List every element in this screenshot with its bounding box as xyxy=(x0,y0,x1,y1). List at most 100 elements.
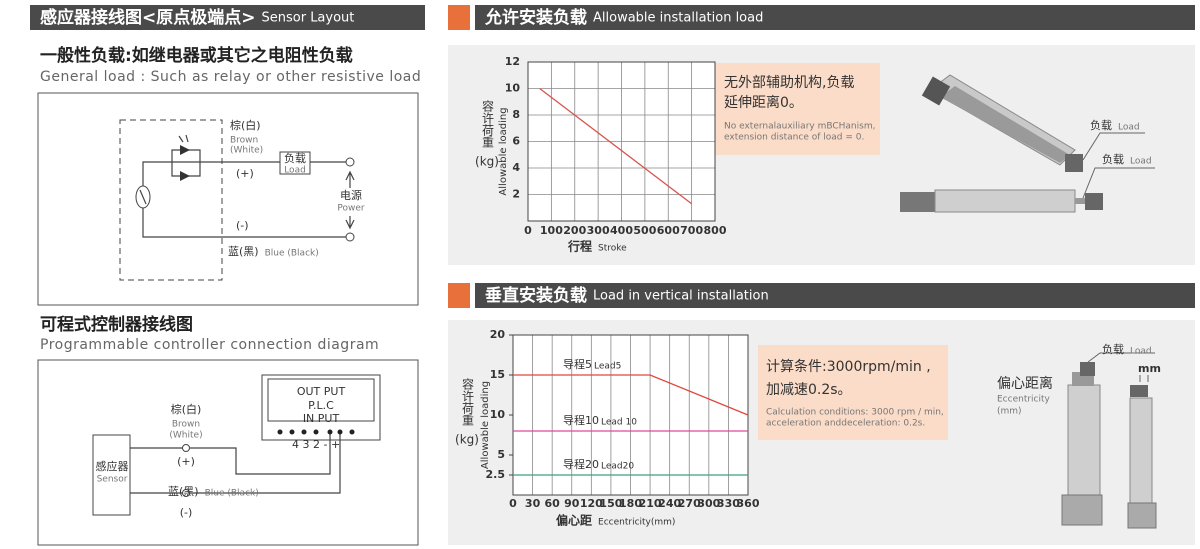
y-tick-label: 15 xyxy=(490,368,505,381)
series-label: 导程10 xyxy=(563,414,599,427)
actuator-illustration xyxy=(900,74,1155,213)
led xyxy=(180,145,190,155)
diagram-title: 一般性负载:如继电器或其它之电阻性负载 xyxy=(40,45,353,66)
x-tick-label: 210 xyxy=(639,497,662,510)
plc-inner xyxy=(267,378,375,422)
sensor-label-en: Sensor xyxy=(97,475,128,485)
section-title: 允许安装负载 xyxy=(484,7,587,28)
wire-label: 棕(白) xyxy=(230,118,261,132)
header-bar xyxy=(30,5,425,30)
note-en: extension distance of load = 0. xyxy=(724,133,864,143)
y-tick-label: 2.5 xyxy=(486,468,506,481)
terminal xyxy=(345,157,355,167)
switch-contact xyxy=(139,189,147,205)
y-tick-label: 5 xyxy=(497,448,505,461)
data-line xyxy=(513,374,749,416)
x-tick-label: 600 xyxy=(657,224,680,237)
x-tick-label: 90 xyxy=(564,497,580,510)
y-axis-label-en: Allowable loading xyxy=(480,381,491,469)
y-axis-label: 容许荷重 xyxy=(461,377,475,426)
diode xyxy=(180,171,190,181)
load-label-en: Load xyxy=(1130,347,1152,357)
y-tick-label: 12 xyxy=(505,55,520,68)
diagram-title: 可程式控制器接线图 xyxy=(40,314,193,335)
y-tick-label: 2 xyxy=(512,188,520,201)
polarity: (-) xyxy=(180,506,193,519)
eccentricity-label: 偏心距离 xyxy=(997,375,1053,392)
sensor-outline xyxy=(119,119,223,281)
y-axis-unit: (kg) xyxy=(455,433,479,447)
polarity: (+) xyxy=(177,455,195,468)
y-tick-label: 20 xyxy=(490,328,506,341)
y-axis-label-en: Allowable loading xyxy=(498,107,509,195)
series-label-en: Lead20 xyxy=(601,462,634,472)
note: 延伸距离0。 xyxy=(724,94,803,111)
x-tick-label: 300 xyxy=(587,224,610,237)
x-tick-label: 60 xyxy=(545,497,561,510)
series-label-en: Lead5 xyxy=(594,362,621,372)
actuator-illustration xyxy=(1061,352,1157,529)
header-accent xyxy=(448,5,470,30)
wire-label: 蓝(黑) xyxy=(168,485,199,498)
x-tick-label: 330 xyxy=(717,497,740,510)
load-label: 负载 xyxy=(1102,152,1124,166)
label-bg xyxy=(336,188,366,216)
wire xyxy=(130,432,341,494)
section-title: 感应器接线图<原点极端点> xyxy=(40,7,256,28)
load-label: 负载 xyxy=(284,151,306,165)
x-axis-label: 偏心距 xyxy=(556,513,592,528)
led-rays xyxy=(178,134,189,143)
section-title: 垂直安装负载 xyxy=(485,285,587,306)
x-axis-label: 行程 xyxy=(567,239,592,254)
eccentricity-label-en: Eccentricity xyxy=(997,395,1051,405)
diagram-subtitle: General load : Such as relay or other re… xyxy=(40,69,421,85)
y-axis-label: 容许荷重 xyxy=(481,99,495,148)
x-tick-label: 100 xyxy=(540,224,563,237)
header-accent xyxy=(448,283,470,308)
section-title-en: Sensor Layout xyxy=(262,11,355,26)
header-bar xyxy=(475,283,1195,308)
y-tick-label: 6 xyxy=(512,135,520,148)
sensor-label: 感应器 xyxy=(96,459,129,473)
power-label: 电源 xyxy=(340,188,362,202)
x-tick-label: 0 xyxy=(509,497,517,510)
y-axis-unit: (kg) xyxy=(475,155,499,169)
note-en: acceleration anddeceleration: 0.2s. xyxy=(766,419,925,429)
load-label-en: Load xyxy=(1118,123,1140,133)
terminal xyxy=(182,444,190,452)
series-label-en: Lead 10 xyxy=(601,418,637,428)
x-tick-label: 270 xyxy=(678,497,701,510)
polarity: (+) xyxy=(236,167,254,180)
note: 加减速0.2s。 xyxy=(766,382,852,398)
power-label-en: Power xyxy=(337,204,365,214)
wire-label: 蓝(黑) xyxy=(228,245,259,258)
section-title-en: Allowable installation load xyxy=(593,11,763,26)
x-tick-label: 180 xyxy=(619,497,642,510)
series-label: 导程20 xyxy=(563,458,599,471)
x-tick-label: 120 xyxy=(580,497,603,510)
y-tick-label: 10 xyxy=(505,82,521,95)
data-line xyxy=(539,87,693,205)
eccentricity-unit: (mm) xyxy=(997,407,1022,417)
x-tick-label: 400 xyxy=(610,224,633,237)
note: 计算条件:3000rpm/min , xyxy=(766,358,931,375)
x-axis-label-en: Stroke xyxy=(598,244,627,254)
y-tick-label: 4 xyxy=(512,161,520,174)
load-label: 负载 xyxy=(1090,118,1112,132)
x-tick-label: 150 xyxy=(599,497,622,510)
wire-label-en: (White) xyxy=(230,146,263,156)
load-label: 负载 xyxy=(1102,342,1124,356)
x-tick-label: 800 xyxy=(704,224,727,237)
section-title-en: Load in vertical installation xyxy=(593,289,769,304)
x-tick-label: 30 xyxy=(525,497,541,510)
note-box xyxy=(758,345,948,440)
x-tick-label: 0 xyxy=(524,224,532,237)
note-box xyxy=(715,63,880,155)
wire-label: 棕(白) xyxy=(171,402,202,416)
x-tick-label: 500 xyxy=(633,224,656,237)
x-tick-label: 360 xyxy=(737,497,760,510)
y-tick-label: 10 xyxy=(490,408,506,421)
load-label-en: Load xyxy=(284,166,306,176)
sensor-box xyxy=(92,434,131,516)
